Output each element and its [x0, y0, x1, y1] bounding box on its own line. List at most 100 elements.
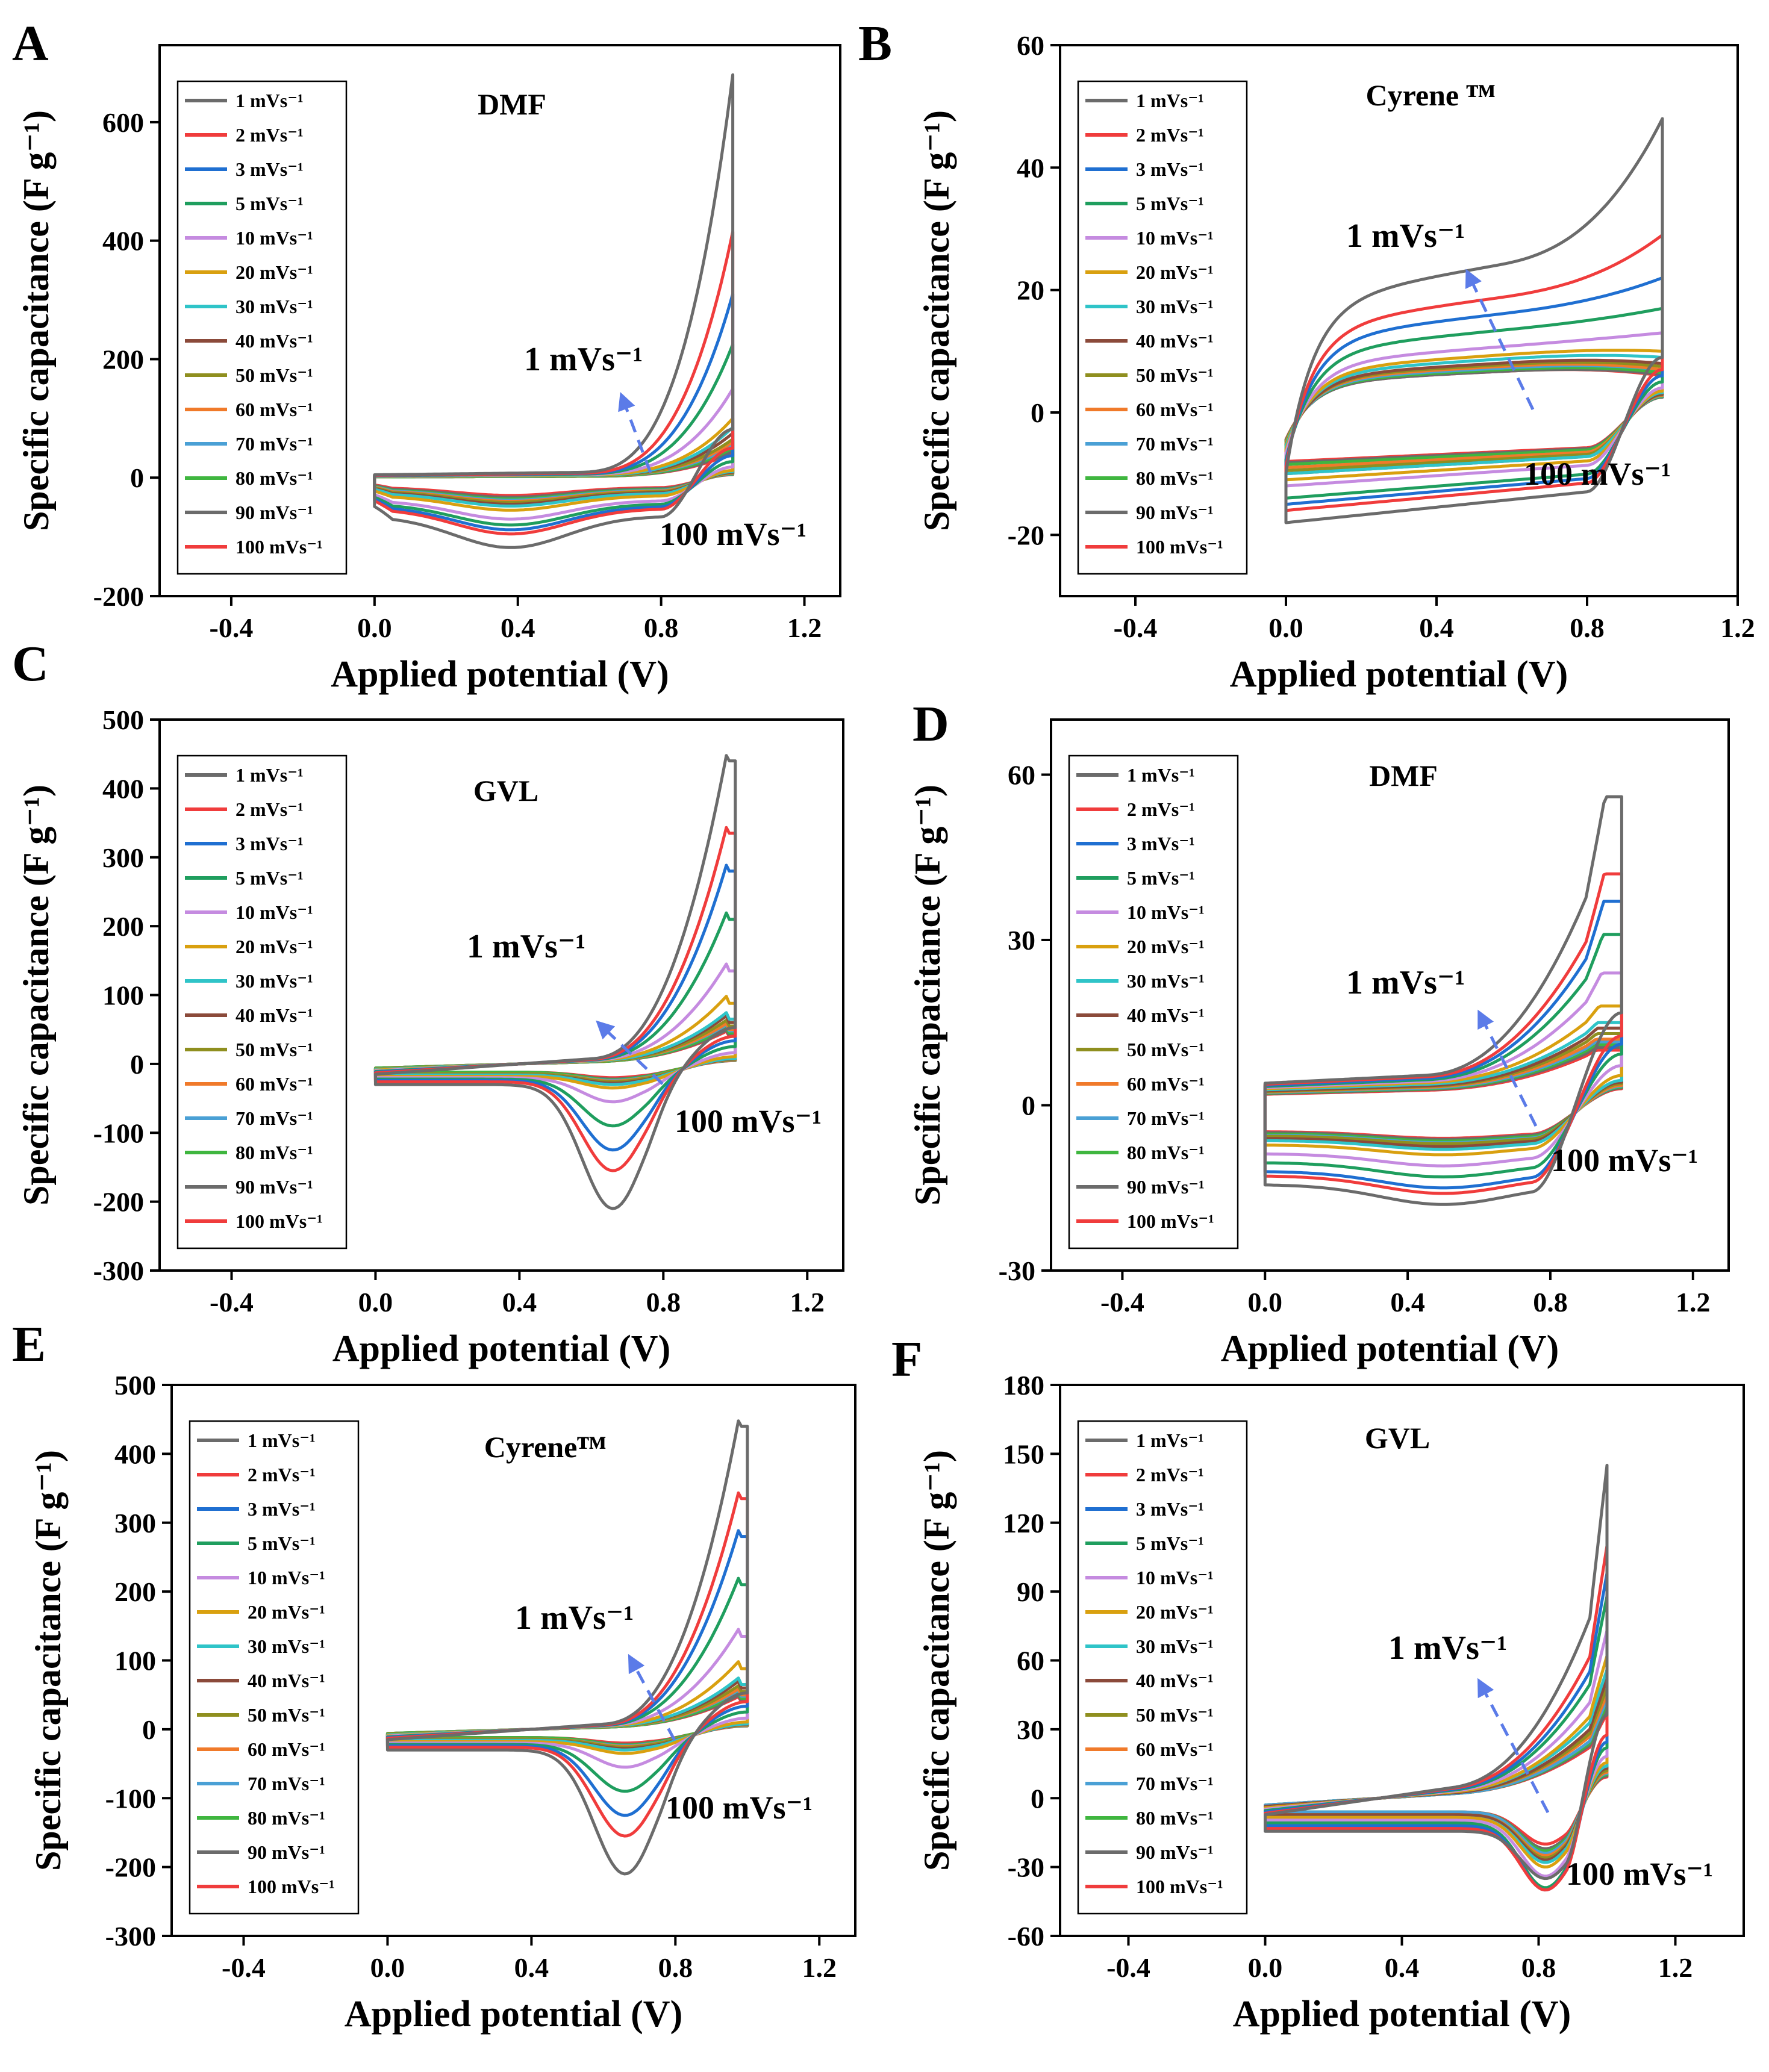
- legend-label: 100 mVs⁻¹: [236, 536, 323, 558]
- y-tick-label: -200: [93, 581, 144, 612]
- y-tick-label: 0: [142, 1714, 156, 1745]
- series-line-3: [1284, 276, 1664, 506]
- x-tick-label: -0.4: [210, 612, 254, 643]
- legend-label: 3 mVs⁻¹: [236, 158, 304, 180]
- legend-label: 5 mVs⁻¹: [1127, 867, 1195, 889]
- legend-box: [176, 754, 348, 1249]
- y-tick-label: 0: [1031, 1783, 1044, 1814]
- series-line-1: [373, 754, 737, 1210]
- legend-label: 70 mVs⁻¹: [248, 1773, 325, 1794]
- x-tick-label: 0.4: [1390, 1287, 1425, 1318]
- plot-frame: [1050, 718, 1730, 1272]
- legend: 1 mVs⁻¹ 2 mVs⁻¹ 3 mVs⁻¹ 5 mVs⁻¹ 10 mVs⁻¹ 20 m…: [189, 1420, 360, 1915]
- panel-letter: E: [12, 1316, 46, 1372]
- legend-label: 100 mVs⁻¹: [1136, 1876, 1223, 1897]
- x-tick-label: 1.2: [1676, 1287, 1711, 1318]
- legend: 1 mVs⁻¹ 2 mVs⁻¹ 3 mVs⁻¹ 5 mVs⁻¹ 10 mVs⁻¹ 20 m…: [176, 754, 348, 1249]
- y-tick-label: 200: [102, 911, 144, 942]
- y-tick-label: 0: [1022, 1090, 1035, 1121]
- trend-arrow: [596, 1020, 664, 1085]
- legend-label: 1 mVs⁻¹: [236, 90, 304, 111]
- chart-title: Cyreneᵀᴹ: [484, 1430, 607, 1464]
- x-axis-label: Applied potential (V): [332, 1328, 670, 1369]
- legend-label: 40 mVs⁻¹: [236, 330, 313, 352]
- legend-label: 10 mVs⁻¹: [248, 1567, 325, 1588]
- y-tick-label: 400: [102, 773, 144, 804]
- legend: 1 mVs⁻¹ 2 mVs⁻¹ 3 mVs⁻¹ 5 mVs⁻¹ 10 mVs⁻¹ 20 m…: [1077, 80, 1248, 575]
- legend-box: [189, 1420, 360, 1915]
- x-axis-label: Applied potential (V): [1233, 1994, 1571, 2035]
- legend-label: 60 mVs⁻¹: [236, 399, 313, 420]
- y-tick-label: 120: [1003, 1508, 1044, 1538]
- x-tick-label: 0.0: [358, 1287, 393, 1318]
- panel-letter: C: [12, 636, 49, 692]
- legend: 1 mVs⁻¹ 2 mVs⁻¹ 3 mVs⁻¹ 5 mVs⁻¹ 10 mVs⁻¹ 20 m…: [176, 80, 348, 575]
- y-tick-label: -100: [105, 1783, 156, 1814]
- series-line-5: [1284, 306, 1664, 500]
- legend-label: 90 mVs⁻¹: [1136, 1841, 1214, 1863]
- x-tick-label: 0.8: [646, 1287, 681, 1318]
- legend-label: 100 mVs⁻¹: [248, 1876, 335, 1897]
- legend-label: 80 mVs⁻¹: [1136, 467, 1214, 489]
- legend-label: 1 mVs⁻¹: [1136, 90, 1204, 111]
- legend-label: 20 mVs⁻¹: [236, 261, 313, 283]
- y-tick-label: 0: [130, 1049, 144, 1080]
- y-tick-label: -200: [105, 1852, 156, 1883]
- plot-frame: [1059, 44, 1739, 597]
- legend-label: 60 mVs⁻¹: [248, 1738, 325, 1760]
- legend-label: 40 mVs⁻¹: [1136, 1670, 1214, 1691]
- legend-label: 3 mVs⁻¹: [1136, 1498, 1204, 1520]
- legend-label: 2 mVs⁻¹: [236, 124, 304, 146]
- y-tick-label: 40: [1017, 152, 1044, 183]
- legend-label: 90 mVs⁻¹: [248, 1841, 325, 1863]
- panel-b: B -0.4 0.0 0.4 0.8 1.2 -20 0 20 40 60 Applied poten…: [858, 16, 1755, 695]
- legend-label: 2 mVs⁻¹: [1136, 1464, 1204, 1486]
- series-line-2: [1264, 1544, 1609, 1892]
- x-tick-label: -0.4: [210, 1287, 254, 1318]
- series-group: [1264, 1463, 1609, 1892]
- x-tick-label: 0.8: [1533, 1287, 1568, 1318]
- x-tick-label: 0.0: [357, 612, 392, 643]
- legend-label: 2 mVs⁻¹: [248, 1464, 316, 1486]
- legend-label: 5 mVs⁻¹: [236, 193, 304, 214]
- legend-label: 10 mVs⁻¹: [1136, 227, 1214, 249]
- x-tick-label: 0.4: [1419, 612, 1454, 643]
- y-tick-label: 20: [1017, 275, 1044, 306]
- y-axis-label: Specific capacitance (F g⁻¹): [917, 1450, 956, 1871]
- legend-label: 70 mVs⁻¹: [1136, 1773, 1214, 1794]
- x-tick-label: -0.4: [222, 1952, 266, 1983]
- legend-label: 50 mVs⁻¹: [1136, 364, 1214, 386]
- y-tick-label: 400: [102, 226, 144, 257]
- y-tick-label: 300: [102, 842, 144, 873]
- panel-letter: D: [913, 696, 949, 752]
- legend-label: 20 mVs⁻¹: [1136, 261, 1214, 283]
- legend-label: 90 mVs⁻¹: [1127, 1176, 1205, 1198]
- annotation-fast-rate: 100 mVs⁻¹: [1551, 1142, 1698, 1178]
- x-tick-label: -0.4: [1114, 612, 1158, 643]
- x-tick-label: 0.8: [658, 1952, 693, 1983]
- y-axis-label: Specific capacitance (F g⁻¹): [16, 785, 56, 1206]
- legend-label: 50 mVs⁻¹: [248, 1704, 325, 1726]
- legend-label: 1 mVs⁻¹: [1136, 1430, 1204, 1451]
- y-tick-label: 60: [1008, 760, 1035, 791]
- panel-letter: F: [891, 1331, 922, 1387]
- panel-letter: B: [858, 16, 892, 72]
- legend-label: 60 mVs⁻¹: [1136, 1738, 1214, 1760]
- legend-label: 30 mVs⁻¹: [248, 1635, 325, 1657]
- y-tick-label: 400: [114, 1439, 156, 1469]
- x-axis-label: Applied potential (V): [345, 1994, 682, 2035]
- panel-f: F -0.4 0.0 0.4 0.8 1.2 -60 -30 0 30 60 90 120 150 180 A…: [891, 1331, 1745, 2035]
- series-line-1: [373, 73, 735, 549]
- legend-label: 3 mVs⁻¹: [1127, 833, 1195, 854]
- annotation-slow-rate: 1 mVs⁻¹: [1388, 1629, 1507, 1667]
- x-tick-label: 0.0: [370, 1952, 405, 1983]
- annotation-slow-rate: 1 mVs⁻¹: [1346, 217, 1465, 255]
- annotation-fast-rate: 100 mVs⁻¹: [675, 1103, 822, 1139]
- legend-label: 30 mVs⁻¹: [1136, 296, 1214, 317]
- plot-frame: [158, 44, 841, 597]
- legend-label: 2 mVs⁻¹: [236, 798, 304, 820]
- legend-label: 30 mVs⁻¹: [1136, 1635, 1214, 1657]
- legend-label: 70 mVs⁻¹: [1136, 433, 1214, 455]
- legend-label: 5 mVs⁻¹: [236, 867, 304, 889]
- legend-label: 100 mVs⁻¹: [1127, 1210, 1214, 1232]
